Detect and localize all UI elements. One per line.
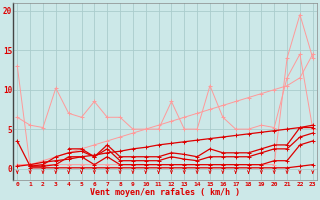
X-axis label: Vent moyen/en rafales ( km/h ): Vent moyen/en rafales ( km/h ) (90, 188, 240, 197)
